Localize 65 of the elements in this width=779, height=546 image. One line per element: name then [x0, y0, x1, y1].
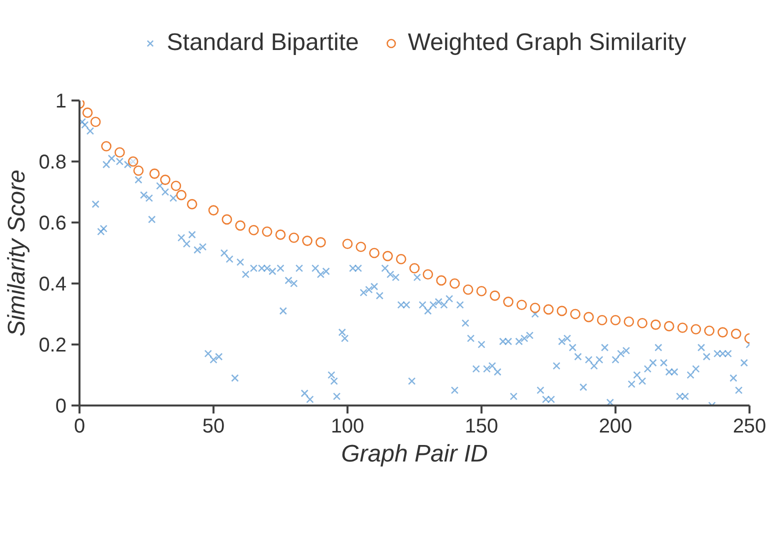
x-tick-label: 200 — [598, 416, 632, 438]
x-tick-label: 150 — [464, 416, 498, 438]
point — [503, 296, 514, 307]
x-tick-label: 250 — [732, 416, 766, 438]
point — [704, 326, 714, 336]
point — [516, 300, 527, 310]
point — [369, 248, 380, 258]
point — [356, 242, 366, 252]
point — [160, 174, 170, 185]
point — [436, 275, 446, 286]
point — [476, 286, 487, 296]
point — [342, 238, 353, 249]
point — [422, 269, 434, 280]
point — [624, 316, 634, 327]
point — [90, 116, 101, 127]
point — [222, 214, 232, 225]
point — [275, 230, 286, 240]
point — [186, 199, 198, 210]
point — [490, 290, 500, 301]
point — [664, 321, 674, 332]
point — [170, 180, 182, 192]
point — [409, 263, 420, 274]
point — [530, 302, 540, 314]
point — [462, 284, 474, 295]
point — [718, 327, 728, 338]
point — [176, 190, 186, 200]
point — [730, 328, 742, 339]
point — [596, 314, 608, 326]
point — [637, 318, 648, 328]
point — [149, 168, 160, 179]
point — [114, 147, 125, 158]
point — [262, 226, 272, 237]
point — [248, 224, 259, 236]
y-axis-title: Similarity Score — [4, 170, 31, 336]
y-tick-label: 0.8 — [38, 152, 67, 174]
point — [450, 278, 460, 289]
point — [584, 312, 594, 322]
point — [396, 254, 406, 264]
point — [610, 314, 621, 326]
x-tick-label: 100 — [330, 416, 364, 438]
point — [690, 324, 702, 334]
y-tick-label: 0.6 — [38, 212, 67, 234]
point — [288, 232, 300, 243]
point — [235, 220, 246, 231]
x-tick-label: 50 — [202, 416, 225, 438]
y-tick-label: 0.4 — [38, 274, 67, 296]
point — [316, 237, 326, 248]
legend-label: Standard Bipartite — [166, 28, 359, 56]
y-tick-label: 0.2 — [38, 334, 67, 356]
y-tick-label: 0 — [55, 396, 66, 418]
point — [556, 306, 568, 316]
point — [208, 205, 219, 216]
y-tick-label: 1 — [55, 90, 66, 112]
point — [133, 166, 144, 176]
point — [82, 108, 93, 118]
point — [677, 322, 688, 333]
point — [382, 250, 393, 262]
point — [570, 308, 580, 320]
point — [543, 304, 554, 315]
legend-label: Weighted Graph Similarity — [408, 28, 686, 56]
point — [302, 236, 312, 246]
point — [650, 320, 661, 330]
x-tick-label: 0 — [74, 416, 86, 438]
x-axis-title: Graph Pair ID — [341, 440, 488, 468]
point — [101, 141, 112, 152]
